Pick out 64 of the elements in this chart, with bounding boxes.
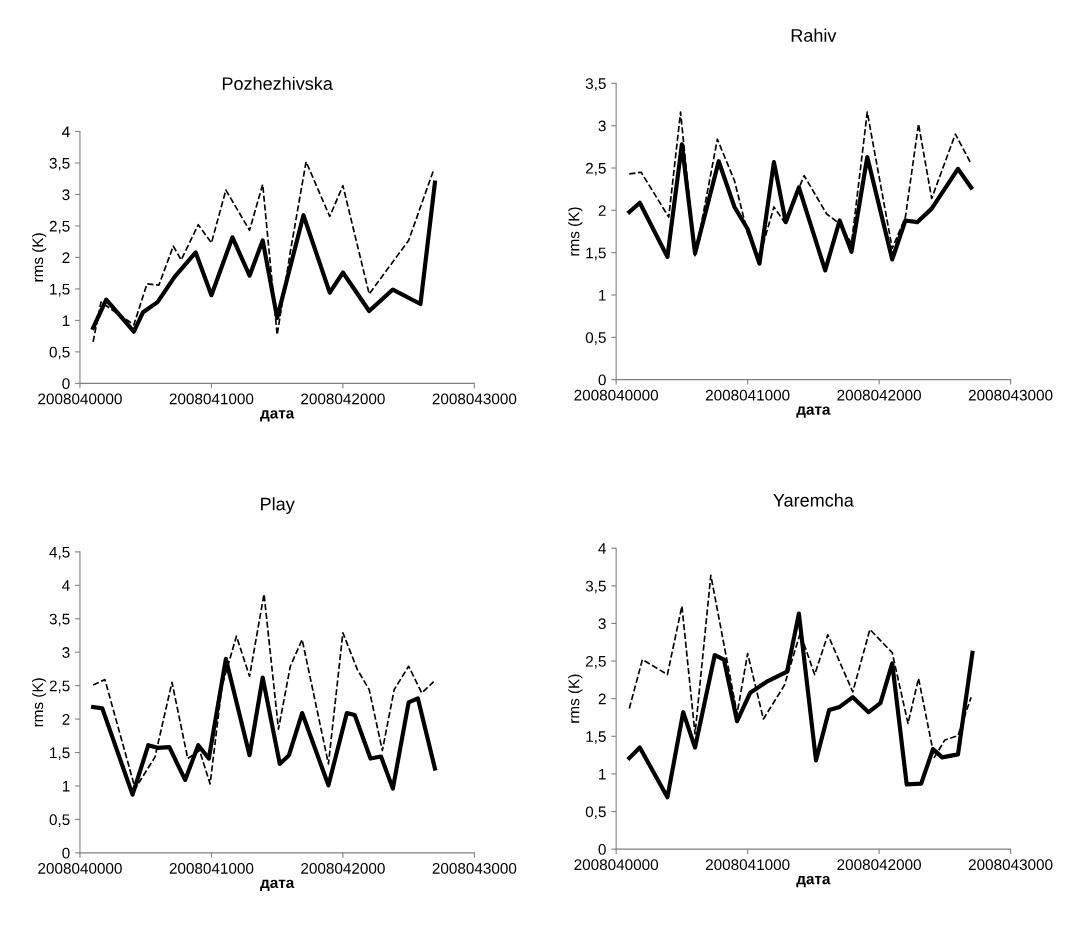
y-tick-label: 0 [62, 847, 70, 859]
y-tick-label: 2,5 [49, 220, 70, 234]
y-tick-label: 2 [598, 693, 606, 705]
x-tick-label: 2008041000 [705, 389, 790, 401]
x-axis-title: дата [260, 410, 295, 422]
y-tick-label: 1,5 [586, 247, 606, 261]
chart-title: Rahiv [791, 28, 837, 42]
x-tick-label: 2008041000 [705, 859, 790, 871]
y-tick-label: 4,5 [49, 546, 70, 560]
y-tick-label: 3 [598, 618, 606, 630]
y-tick-label: 3 [62, 189, 70, 201]
x-tick-label: 2008043000 [968, 389, 1053, 401]
x-tick-label: 2008040000 [574, 859, 659, 871]
x-tick-label: 2008040000 [38, 393, 122, 405]
y-axis-title: rms (K) [568, 207, 583, 256]
y-tick-label: 1,5 [50, 747, 70, 761]
y-axis-title: rms (K) [568, 674, 583, 723]
x-tick-label: 2008041000 [169, 393, 254, 405]
y-tick-label: 0,5 [585, 806, 606, 820]
y-tick-label: 3 [598, 120, 606, 132]
chart-title: Play [261, 497, 295, 514]
x-tick-label: 2008041000 [169, 862, 254, 874]
y-tick-label: 0 [598, 844, 606, 855]
x-tick-label: 2008040000 [574, 389, 659, 401]
x-tick-label: 2008042000 [301, 862, 385, 874]
y-tick-label: 2 [62, 713, 70, 725]
y-tick-label: 2,5 [49, 680, 70, 694]
y-tick-label: 2 [62, 252, 70, 263]
y-tick-label: 1 [599, 768, 606, 780]
y-tick-label: 1 [599, 290, 606, 301]
x-tick-label: 2008043000 [968, 859, 1053, 871]
x-tick-label: 2008042000 [301, 393, 385, 405]
y-tick-label: 1 [62, 780, 70, 792]
y-tick-label: 3,5 [49, 157, 70, 171]
x-axis-title: дата [260, 879, 295, 891]
y-tick-label: 2 [598, 205, 606, 216]
y-tick-label: 1 [62, 315, 70, 326]
x-axis-title: дата [796, 406, 831, 418]
x-tick-label: 2008040000 [38, 862, 122, 874]
y-tick-label: 3,5 [585, 580, 606, 594]
chart-title: Pozhezhivska [222, 76, 333, 90]
y-tick-label: 3,5 [49, 613, 70, 627]
y-tick-label: 4 [598, 543, 606, 554]
y-tick-label: 1,5 [50, 283, 70, 297]
y-tick-label: 0,5 [585, 332, 606, 345]
y-tick-label: 2,5 [585, 162, 606, 176]
y-axis-title: rms (K) [31, 678, 47, 727]
y-tick-label: 0 [62, 378, 70, 390]
y-tick-label: 3,5 [585, 78, 606, 91]
x-tick-label: 2008043000 [432, 862, 517, 874]
x-axis-title: дата [796, 875, 831, 888]
y-tick-label: 2,5 [585, 655, 606, 669]
y-tick-label: 0,5 [49, 346, 70, 360]
x-tick-label: 2008043000 [432, 393, 517, 405]
chart-title: Yaremcha [773, 493, 854, 507]
y-tick-label: 0,5 [49, 814, 70, 827]
y-tick-label: 4 [62, 580, 70, 591]
y-tick-label: 0 [598, 374, 606, 386]
y-tick-label: 3 [62, 647, 70, 658]
y-tick-label: 4 [62, 126, 70, 138]
x-tick-label: 2008042000 [837, 859, 921, 871]
x-tick-label: 2008042000 [837, 389, 921, 401]
y-tick-label: 1,5 [586, 731, 606, 744]
y-axis-title: rms (K) [31, 233, 47, 282]
